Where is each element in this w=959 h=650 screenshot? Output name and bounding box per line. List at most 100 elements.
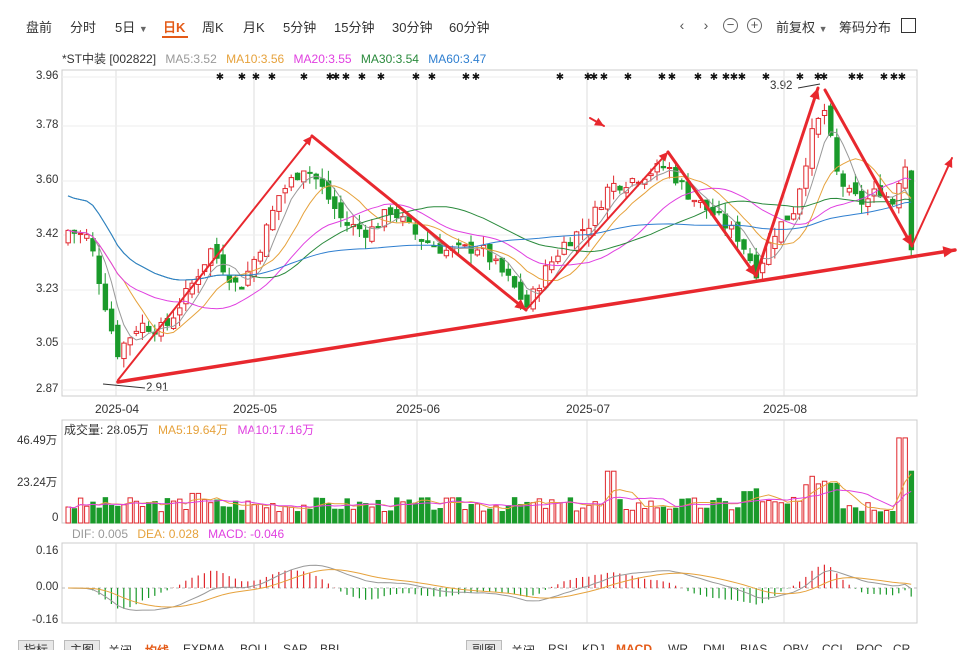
btab-wr[interactable]: WR	[668, 642, 688, 650]
candle-up	[846, 187, 853, 193]
candle-up	[493, 258, 499, 262]
candle-up	[629, 178, 636, 184]
volume-bar-up	[803, 484, 809, 524]
price-tick: 3.05	[36, 337, 59, 349]
candle-down	[356, 224, 363, 230]
candle-down	[307, 171, 313, 174]
btab-macd[interactable]: MACD	[616, 642, 652, 650]
btab-sub-chart[interactable]: 副图	[466, 640, 503, 650]
candle-down	[375, 226, 381, 229]
volume-tick: 23.24万	[17, 477, 58, 489]
tab-monthly-k[interactable]: 月K	[243, 20, 265, 35]
candle-up	[170, 317, 177, 329]
btab-bias[interactable]: BIAS	[740, 642, 768, 650]
fullscreen-icon[interactable]	[901, 18, 916, 33]
candle-up	[139, 322, 146, 333]
volume-bar-down	[325, 503, 332, 524]
candle-down	[852, 182, 859, 195]
btab-main-chart[interactable]: 主图	[64, 640, 101, 650]
btab-sar[interactable]: SAR	[283, 642, 308, 650]
candle-down	[338, 202, 344, 219]
date-tick: 2025-04	[95, 402, 140, 416]
candle-up	[623, 187, 629, 194]
volume-bar-down	[784, 503, 791, 524]
adjust-dropdown[interactable]: 前复权 ▼	[776, 17, 828, 36]
btab-obv[interactable]: OBV	[783, 642, 809, 650]
candle-down	[456, 242, 462, 246]
ma-legend: *ST中装 [002822] MA5:3.52 MA10:3.56 MA20:3…	[62, 50, 492, 66]
signal-marker: ✱	[848, 72, 856, 83]
volume-bar-up	[766, 500, 772, 524]
tab-30min[interactable]: 30分钟	[392, 20, 433, 35]
tab-premarket[interactable]: 盘前	[26, 20, 53, 35]
volume-bar-down	[90, 501, 96, 524]
plus-circle-icon[interactable]: +	[747, 18, 762, 33]
signal-marker: ✱	[472, 72, 480, 83]
btab-boll[interactable]: BOLL	[240, 642, 271, 650]
btab-rsi[interactable]: RSI	[548, 642, 569, 650]
btab-roc[interactable]: ROC	[856, 642, 883, 650]
candle-up	[580, 229, 586, 232]
ma10-value: MA10:3.56	[226, 52, 285, 66]
volume-bar-down	[412, 502, 419, 524]
btab-dmi[interactable]: DMI	[703, 642, 725, 650]
date-tick: 2025-06	[396, 402, 441, 416]
candle-down	[567, 241, 574, 247]
tab-5min[interactable]: 5分钟	[283, 20, 317, 35]
signal-marker: ✱	[216, 72, 224, 83]
candle-down	[146, 325, 152, 332]
candle-up	[772, 235, 778, 250]
btab-expma[interactable]: EXPMA	[183, 642, 226, 650]
btab-cci[interactable]: CCI	[822, 642, 843, 650]
candle-up	[604, 186, 611, 210]
tab-weekly-k[interactable]: 周K	[202, 20, 224, 35]
volume-bar-down	[338, 508, 344, 524]
volume-bar-up	[139, 506, 146, 524]
volume-bar-up	[772, 501, 778, 524]
btab-ma[interactable]: 均线	[145, 642, 169, 650]
chevron-left-icon[interactable]: ‹	[679, 17, 685, 33]
candle-up	[474, 249, 481, 256]
btab-kdj[interactable]: KDJ	[582, 642, 605, 650]
signal-marker: ✱	[428, 72, 436, 83]
volume-bar-down	[716, 497, 722, 524]
volume-bar-up	[121, 504, 127, 524]
chip-distribution-button[interactable]: 筹码分布	[839, 20, 892, 35]
candle-up	[84, 234, 90, 239]
btab-close-sub[interactable]: 关闭	[511, 642, 535, 650]
volume-bar-down	[214, 499, 220, 524]
minus-circle-icon[interactable]: −	[723, 18, 738, 33]
tab-15min[interactable]: 15分钟	[334, 20, 375, 35]
volume-bar-up	[493, 505, 499, 524]
macd-tick: -0.16	[32, 614, 59, 626]
volume-bar-up	[549, 499, 555, 524]
macd-tick: 0.16	[36, 545, 59, 557]
candle-up	[815, 117, 822, 135]
trend-arrow-down-2	[666, 150, 758, 278]
volume-bar-down	[511, 497, 518, 524]
candle-down	[239, 286, 245, 290]
volume-bar-up	[462, 509, 468, 524]
btab-cr[interactable]: CR	[893, 642, 911, 650]
volume-bar-up	[77, 497, 84, 524]
chevron-right-icon[interactable]: ›	[703, 17, 709, 33]
tab-60min[interactable]: 60分钟	[449, 20, 490, 35]
tab-intraday[interactable]: 分时	[70, 20, 97, 35]
volume-bar-up	[580, 507, 586, 524]
macd-value: MACD: -0.046	[208, 527, 285, 541]
volume-bar-up	[263, 507, 270, 524]
btab-bbi[interactable]: BBI	[320, 642, 340, 650]
volume-bar-down	[425, 497, 431, 524]
trend-arrow-up-3	[754, 86, 820, 278]
btab-indicator[interactable]: 指标	[18, 640, 55, 650]
volume-bar-up	[883, 509, 890, 524]
btab-close-main[interactable]: 关闭	[108, 642, 132, 650]
tab-daily-k[interactable]: 日K	[163, 20, 186, 35]
trend-arrow-down-1-head	[514, 299, 526, 310]
candle-down	[840, 173, 846, 187]
volume-bar-down	[852, 507, 859, 524]
candle-down	[102, 283, 109, 311]
tab-5day[interactable]: 5日 ▼	[115, 17, 148, 36]
price-tick: 2.87	[36, 383, 59, 395]
